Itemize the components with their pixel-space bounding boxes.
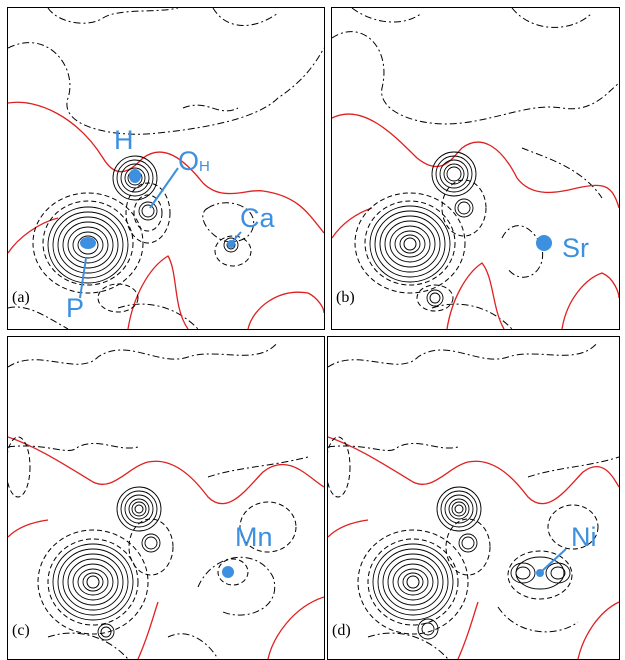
atom-label-mn: Mn (235, 522, 273, 552)
zero-contour (8, 101, 324, 329)
dashdot-contours (8, 8, 324, 329)
atom-label-sr: Sr (562, 233, 589, 263)
atom-label-oh: OH (178, 146, 210, 176)
contour-plot-d (328, 341, 619, 659)
atom-label-ni: Ni (571, 522, 597, 552)
panel-a: (a) H OH Ca P (7, 7, 325, 330)
atom-marker-mn (222, 566, 234, 578)
panel-c: (c) Mn (7, 336, 325, 660)
panel-label: (b) (336, 289, 355, 306)
panel-label: (c) (12, 622, 30, 639)
panel-label: (a) (12, 289, 30, 306)
atom-label-p: P (66, 293, 85, 323)
atom-label-h: H (114, 125, 134, 155)
solid-contours (47, 155, 239, 284)
atom-markers (80, 169, 235, 249)
panel-label: (d) (332, 622, 351, 639)
atom-pointers (79, 167, 242, 299)
atom-label-ca: Ca (240, 203, 275, 233)
contour-plot-a (8, 8, 324, 329)
panel-b: (b) Sr (331, 7, 620, 330)
contour-plot-c (8, 341, 324, 659)
atom-marker-sr (536, 235, 552, 251)
contour-plot-b (332, 8, 619, 329)
panel-d: (d) Ni (327, 336, 620, 660)
